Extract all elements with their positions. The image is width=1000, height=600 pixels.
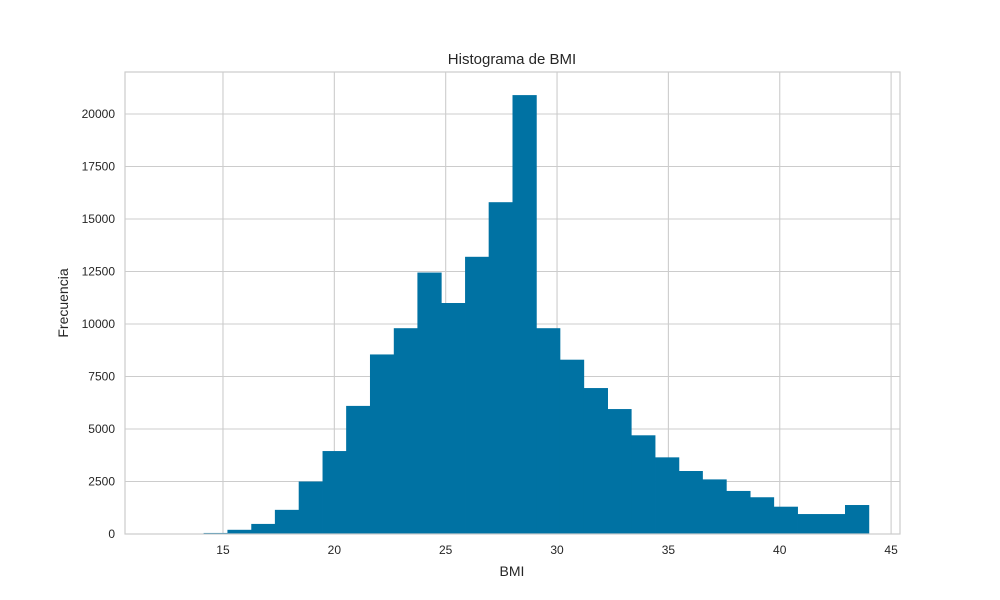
histogram-bar xyxy=(512,95,537,534)
y-tick-label: 2500 xyxy=(88,475,115,489)
x-tick-label: 30 xyxy=(550,543,564,557)
histogram-bar xyxy=(346,405,371,534)
histogram-bar xyxy=(702,479,727,534)
histogram-bar xyxy=(274,509,300,534)
histogram-bar xyxy=(393,328,418,534)
x-tick-label: 35 xyxy=(662,543,676,557)
y-tick-label: 10000 xyxy=(82,317,116,331)
histogram-bar xyxy=(251,523,276,534)
histogram-bar xyxy=(227,529,252,534)
histogram-bar xyxy=(322,451,347,534)
y-tick-label: 5000 xyxy=(88,422,115,436)
histogram-bar xyxy=(726,490,751,534)
histogram-bar xyxy=(417,272,442,534)
histogram-bar xyxy=(536,328,561,534)
histogram-bar xyxy=(678,471,703,534)
y-tick-label: 7500 xyxy=(88,370,115,384)
histogram-bar xyxy=(797,514,822,534)
x-tick-label: 45 xyxy=(884,543,898,557)
x-axis-label: BMI xyxy=(500,563,525,579)
y-axis-label: Frecuencia xyxy=(55,268,71,337)
histogram-bar xyxy=(441,303,466,534)
histogram-bar xyxy=(583,388,608,534)
histogram-bar xyxy=(465,256,490,534)
histogram-bar xyxy=(821,514,846,534)
histogram-bar xyxy=(844,505,870,534)
y-tick-label: 17500 xyxy=(82,160,116,174)
histogram-bar xyxy=(298,481,323,534)
histogram-bar xyxy=(655,457,680,534)
histogram-bars xyxy=(180,95,870,534)
histogram-bar xyxy=(607,409,632,534)
histogram-bar xyxy=(488,202,513,534)
y-tick-label: 15000 xyxy=(82,212,116,226)
x-tick-label: 20 xyxy=(328,543,342,557)
plot-frame xyxy=(124,71,901,535)
y-tick-label: 0 xyxy=(108,527,115,541)
histogram-bar xyxy=(773,506,798,534)
x-tick-label: 40 xyxy=(773,543,787,557)
histogram-bar xyxy=(750,497,775,534)
x-tick-label: 15 xyxy=(216,543,230,557)
histogram-bar xyxy=(559,359,585,534)
x-tick-labels: 15 20 25 30 35 40 45 xyxy=(216,543,898,557)
histogram-bar xyxy=(369,354,395,534)
y-tick-label: 12500 xyxy=(82,265,116,279)
y-tick-labels: 0 2500 5000 7500 10000 12500 15000 17500 20000 xyxy=(82,107,116,541)
x-tick-label: 25 xyxy=(439,543,453,557)
y-tick-label: 20000 xyxy=(82,107,116,121)
chart-title: Histograma de BMI xyxy=(448,51,576,68)
histogram-bar xyxy=(631,435,656,534)
